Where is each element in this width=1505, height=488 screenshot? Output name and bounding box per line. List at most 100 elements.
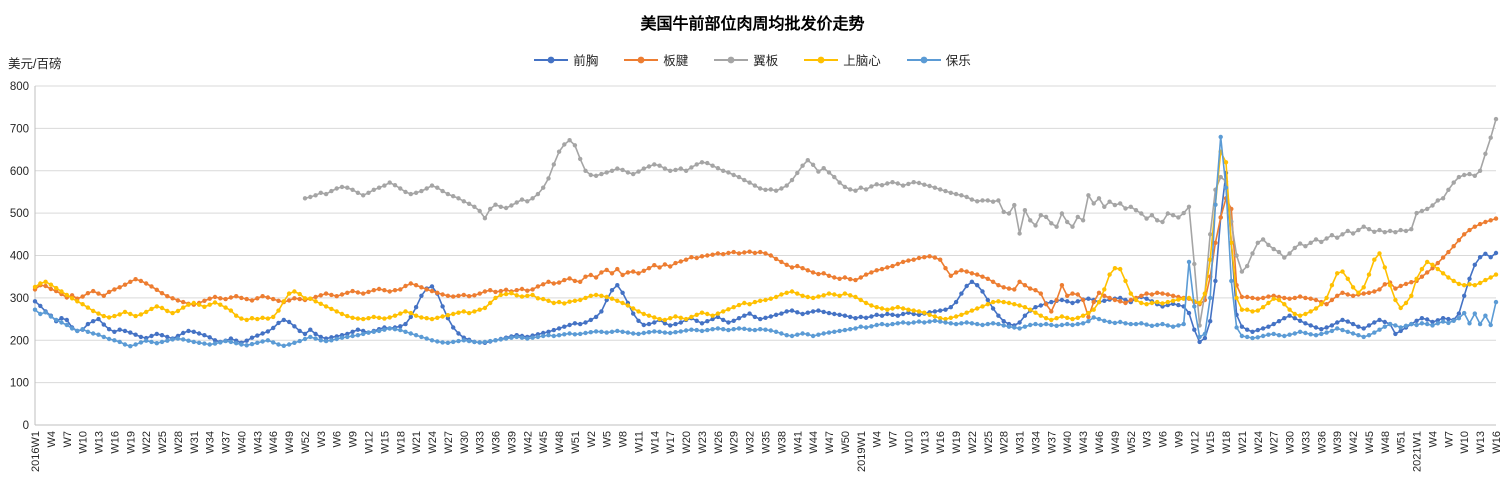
- data-point: [1356, 227, 1361, 233]
- data-point: [1197, 339, 1202, 345]
- data-point: [927, 183, 932, 189]
- data-point: [170, 337, 175, 342]
- data-point: [1091, 307, 1096, 312]
- data-point: [440, 314, 445, 319]
- data-point: [1229, 240, 1234, 245]
- data-point: [85, 305, 91, 310]
- data-point: [858, 324, 863, 329]
- data-point: [895, 321, 900, 326]
- x-tick-label: W17: [665, 431, 677, 454]
- data-point: [1340, 232, 1345, 237]
- data-point: [1208, 295, 1213, 301]
- data-point: [562, 324, 567, 329]
- data-point: [1155, 290, 1160, 295]
- data-point: [752, 314, 758, 320]
- data-point: [641, 166, 646, 171]
- data-point: [1419, 316, 1425, 321]
- data-point: [122, 328, 128, 334]
- data-point: [466, 201, 472, 206]
- x-tick-label: W33: [475, 431, 487, 454]
- data-point: [1197, 334, 1202, 340]
- data-point: [837, 276, 842, 281]
- data-point: [265, 329, 271, 334]
- data-point: [101, 334, 107, 340]
- data-point: [286, 298, 292, 303]
- data-point: [85, 291, 91, 296]
- data-point: [1493, 272, 1499, 277]
- data-point: [265, 316, 271, 321]
- data-point: [260, 339, 265, 344]
- data-point: [64, 317, 70, 323]
- data-point: [456, 310, 461, 315]
- data-point: [149, 339, 154, 345]
- data-point: [731, 327, 736, 332]
- data-point: [726, 307, 731, 312]
- data-point: [736, 251, 742, 256]
- data-point: [816, 294, 821, 299]
- data-point: [355, 316, 361, 321]
- data-point: [371, 329, 376, 334]
- data-point: [758, 249, 763, 255]
- data-point: [1075, 214, 1081, 220]
- data-point: [1266, 332, 1271, 337]
- data-point: [1430, 319, 1435, 325]
- x-tick-label: W5: [602, 431, 614, 448]
- data-point: [1033, 288, 1038, 293]
- data-point: [382, 316, 387, 321]
- data-point: [715, 326, 721, 331]
- data-point: [736, 302, 742, 308]
- data-point: [890, 263, 895, 269]
- data-point: [1440, 255, 1446, 260]
- data-point: [1366, 333, 1372, 338]
- data-point: [1096, 316, 1102, 322]
- x-tick-label: W22: [141, 431, 153, 454]
- x-tick-label: W21: [1237, 431, 1249, 454]
- data-point: [1435, 266, 1441, 272]
- data-point: [144, 281, 149, 286]
- data-point: [683, 257, 689, 262]
- data-point: [302, 336, 308, 342]
- data-point: [593, 292, 599, 298]
- data-point: [376, 315, 382, 320]
- data-point: [1419, 266, 1425, 272]
- data-point: [556, 280, 562, 285]
- data-point: [837, 293, 842, 298]
- data-point: [1118, 295, 1123, 301]
- y-tick-label: 500: [10, 208, 29, 220]
- data-point: [615, 328, 620, 334]
- x-tick-label: W19: [951, 431, 963, 454]
- x-tick-label: W42: [522, 431, 534, 454]
- data-point: [451, 194, 456, 199]
- y-tick-label: 800: [10, 81, 29, 93]
- data-point: [1239, 333, 1245, 339]
- data-point: [503, 336, 509, 341]
- x-tick-label: W31: [1015, 431, 1027, 454]
- data-point: [1483, 151, 1488, 156]
- data-point: [927, 312, 932, 317]
- data-point: [297, 296, 302, 302]
- data-point: [1451, 318, 1456, 323]
- data-point: [175, 308, 181, 314]
- x-tick-label: W18: [1221, 431, 1233, 454]
- data-point: [91, 288, 96, 294]
- data-point: [1160, 219, 1165, 225]
- x-tick-label: W4: [46, 431, 58, 448]
- legend-marker-icon: [906, 56, 941, 63]
- data-point: [593, 314, 599, 320]
- data-point: [413, 305, 419, 310]
- data-point: [758, 298, 763, 303]
- data-point: [276, 308, 281, 313]
- data-point: [1213, 278, 1218, 284]
- data-point: [779, 259, 784, 265]
- data-point: [1292, 316, 1298, 321]
- data-point: [202, 333, 207, 338]
- data-point: [419, 334, 424, 340]
- data-point: [747, 311, 752, 316]
- data-point: [885, 265, 890, 270]
- data-point: [387, 326, 392, 331]
- data-point: [413, 313, 419, 318]
- data-point: [112, 329, 117, 334]
- x-tick-label: W8: [618, 431, 630, 448]
- data-point: [106, 327, 112, 332]
- data-point: [1006, 286, 1012, 291]
